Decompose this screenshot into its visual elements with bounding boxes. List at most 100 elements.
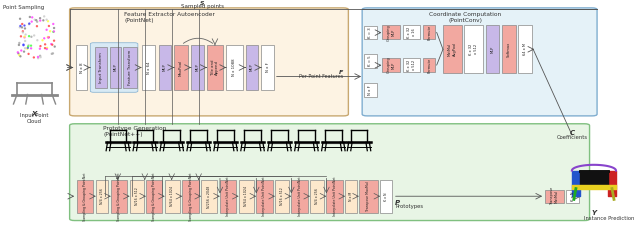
Point xyxy=(17,26,27,29)
Text: N/64 x 1024: N/64 x 1024 xyxy=(244,186,248,206)
Text: K = 5: K = 5 xyxy=(368,55,372,66)
Text: K = 3: K = 3 xyxy=(368,27,372,38)
Bar xyxy=(220,180,236,213)
Point xyxy=(46,42,56,46)
Point xyxy=(35,47,45,51)
Point xyxy=(20,39,30,43)
Point xyxy=(15,24,26,28)
Bar xyxy=(261,45,274,90)
Bar xyxy=(464,25,483,73)
Bar xyxy=(207,45,223,90)
Bar xyxy=(403,25,420,39)
Bar xyxy=(182,180,198,213)
Text: Sampling & Grouping PointNet: Sampling & Grouping PointNet xyxy=(189,172,193,221)
Bar xyxy=(381,58,401,72)
Point xyxy=(26,47,36,50)
Bar xyxy=(159,45,171,90)
Point xyxy=(47,43,58,47)
Point xyxy=(15,54,26,58)
Point xyxy=(22,47,33,51)
Point xyxy=(14,43,24,47)
Point xyxy=(18,30,28,33)
Text: N/256 x 2048: N/256 x 2048 xyxy=(207,185,211,207)
FancyBboxPatch shape xyxy=(70,8,348,116)
Bar xyxy=(174,45,188,90)
FancyBboxPatch shape xyxy=(70,124,589,221)
Bar xyxy=(291,180,308,213)
Point xyxy=(29,18,40,22)
Bar xyxy=(111,180,127,213)
Point xyxy=(20,47,30,50)
Text: N x 8: N x 8 xyxy=(79,62,83,73)
Point xyxy=(47,52,57,56)
Text: Input Transform: Input Transform xyxy=(99,52,103,83)
Text: Instance Prediction: Instance Prediction xyxy=(584,216,635,221)
Point xyxy=(49,26,59,30)
Text: Input Point
Cloud: Input Point Cloud xyxy=(20,113,49,123)
Point xyxy=(19,35,29,39)
Point xyxy=(42,47,52,51)
Bar xyxy=(310,180,324,213)
Text: MatMul
AvgPool: MatMul AvgPool xyxy=(448,42,457,56)
FancyBboxPatch shape xyxy=(90,43,138,92)
Point xyxy=(32,38,42,42)
Text: N x F: N x F xyxy=(266,63,269,72)
Bar xyxy=(191,45,204,90)
Text: N/64 x 1024: N/64 x 1024 xyxy=(170,186,174,206)
Point xyxy=(31,18,42,22)
Text: Feature Transform: Feature Transform xyxy=(129,50,132,85)
Point xyxy=(19,24,29,27)
Point xyxy=(16,35,26,38)
Text: N/16 x 512: N/16 x 512 xyxy=(134,188,139,205)
Bar xyxy=(95,47,108,88)
Bar xyxy=(502,25,516,73)
Text: Transpose
MatMul: Transpose MatMul xyxy=(550,187,559,205)
FancyBboxPatch shape xyxy=(362,8,597,116)
Point xyxy=(29,34,39,37)
Text: C: C xyxy=(570,130,575,136)
Text: Interpolate Unit PointNet: Interpolate Unit PointNet xyxy=(298,177,301,216)
Point xyxy=(43,35,53,39)
Text: Per-Point Features: Per-Point Features xyxy=(299,74,344,79)
Point xyxy=(44,35,54,39)
Text: Prototypes: Prototypes xyxy=(396,204,424,209)
Point xyxy=(29,56,39,59)
Point xyxy=(26,44,36,47)
Point xyxy=(24,52,34,56)
Point xyxy=(39,15,49,18)
Text: K x N: K x N xyxy=(571,192,575,201)
Text: K x 32
x 512: K x 32 x 512 xyxy=(407,59,416,71)
Text: Sampled points: Sampled points xyxy=(181,4,224,9)
Text: MLP: MLP xyxy=(195,64,200,72)
Text: Point Sampling: Point Sampling xyxy=(3,5,45,10)
Point xyxy=(48,52,58,55)
Bar xyxy=(423,58,435,72)
Point xyxy=(13,50,23,54)
Point xyxy=(19,36,29,39)
Bar xyxy=(77,180,93,213)
Text: Sampling & Grouping PointNet: Sampling & Grouping PointNet xyxy=(117,172,121,221)
Point xyxy=(14,53,24,57)
Bar xyxy=(545,190,564,202)
Bar xyxy=(359,180,378,213)
Text: K x 32
x 512: K x 32 x 512 xyxy=(469,44,478,55)
Text: S: S xyxy=(200,1,205,6)
Bar xyxy=(518,25,532,73)
Bar xyxy=(423,25,435,39)
Text: N x 64: N x 64 xyxy=(147,61,150,74)
Text: K x 32
x 16: K x 32 x 16 xyxy=(407,27,416,38)
Text: Interpolate Unit PointNet: Interpolate Unit PointNet xyxy=(262,177,266,216)
Text: P: P xyxy=(396,200,401,205)
Text: MaxPool: MaxPool xyxy=(179,59,183,76)
Point xyxy=(19,43,29,47)
Point xyxy=(33,56,44,60)
Bar xyxy=(380,180,392,213)
Bar xyxy=(96,180,108,213)
Bar xyxy=(345,180,356,213)
Point xyxy=(43,20,53,23)
Text: MLP: MLP xyxy=(113,64,117,72)
Point xyxy=(48,22,58,26)
Text: Tile and
Append: Tile and Append xyxy=(211,60,220,75)
Bar xyxy=(566,190,579,202)
Text: N/4 x 256: N/4 x 256 xyxy=(315,188,319,204)
